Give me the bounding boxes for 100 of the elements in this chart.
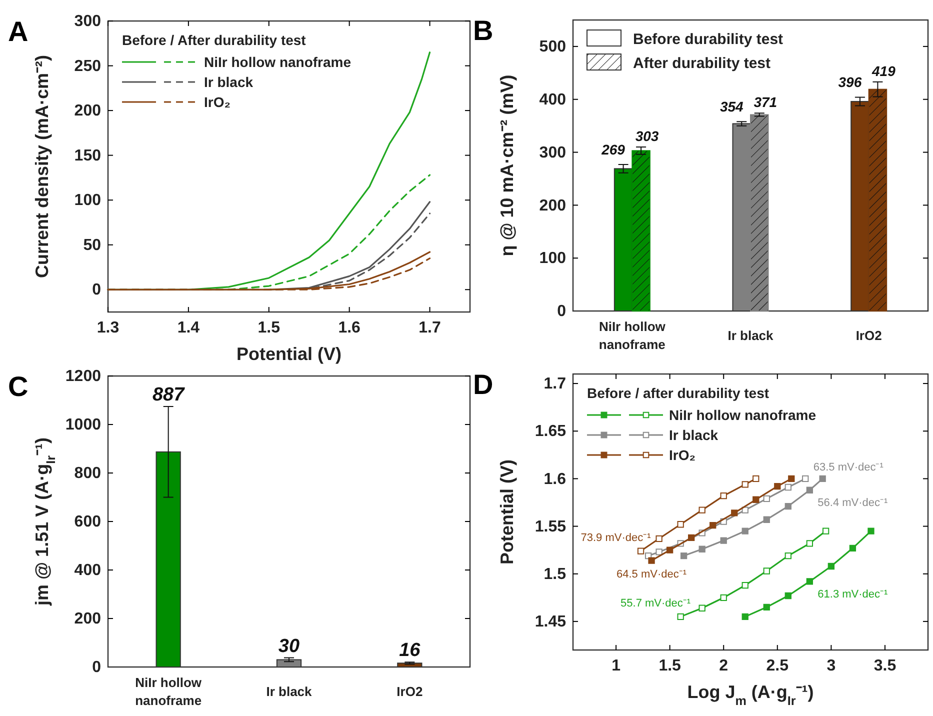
data-label: 303	[635, 128, 659, 144]
y-tick-label: 1.6	[544, 470, 566, 488]
point	[752, 475, 760, 482]
point	[784, 502, 792, 510]
text: After durability test	[633, 55, 771, 72]
point	[784, 552, 792, 560]
point	[656, 535, 662, 542]
y-tick-label: 300	[539, 144, 566, 162]
y-axis-title: Potential (V)	[497, 459, 517, 565]
data-label: 371	[754, 94, 778, 110]
y-tick-label: 150	[74, 147, 102, 164]
y-tick-label: 1.55	[534, 518, 566, 536]
point	[648, 557, 655, 564]
y-tick-label: 0	[92, 659, 102, 676]
point	[742, 613, 748, 620]
y-tick-label: 300	[74, 13, 102, 30]
annotation: 63.5 mV·dec⁻¹	[813, 462, 884, 474]
y-tick-label: 1.45	[534, 614, 566, 631]
data-label: 354	[720, 98, 744, 115]
point	[849, 544, 856, 552]
y-tick-label: 1.7	[544, 376, 566, 393]
point	[688, 534, 695, 542]
point	[742, 481, 748, 488]
point	[656, 548, 662, 556]
y-tick-label: 400	[539, 91, 566, 108]
annotation: 55.7 mV·dec⁻¹	[620, 598, 691, 610]
point	[720, 537, 727, 544]
y-tick-label: 250	[74, 58, 102, 75]
y-tick-label: 100	[74, 192, 102, 210]
point	[677, 521, 684, 528]
point	[698, 546, 706, 552]
legend-label: Ir black	[669, 427, 718, 443]
point	[752, 496, 760, 503]
point	[666, 546, 674, 554]
x-tick-label: Ir black	[266, 684, 313, 699]
y-tick-label: 1.5	[544, 566, 566, 583]
y-tick-label: 1200	[65, 368, 102, 386]
annotation: 56.4 mV·dec⁻¹	[818, 497, 888, 510]
x-axis-title: Potential (V)	[236, 344, 342, 364]
y-tick-label: 500	[539, 38, 566, 56]
point	[784, 592, 792, 600]
chart-title: C	[8, 371, 28, 402]
point	[819, 475, 826, 482]
data-label: 396	[838, 74, 862, 90]
y-tick-label: 0	[92, 282, 102, 299]
point	[806, 540, 813, 547]
legend-title: Before / After durability test	[122, 32, 306, 48]
x-tick-label: Ir black	[728, 328, 774, 343]
y-tick-label: 200	[74, 610, 102, 628]
point	[742, 582, 748, 589]
x-tick-label: 1.4	[177, 319, 200, 336]
x-tick-label: 1	[612, 657, 621, 674]
data-label: 269	[600, 141, 626, 158]
point	[680, 552, 688, 560]
point	[763, 495, 770, 502]
chart-title: D	[473, 369, 494, 400]
point	[802, 475, 809, 482]
point	[806, 486, 813, 494]
point	[720, 594, 727, 601]
y-tick-label: 200	[74, 102, 102, 120]
x-tick-label: 1.7	[418, 319, 441, 336]
point	[637, 548, 644, 554]
point	[763, 516, 770, 523]
x-tick-label: 3.5	[874, 657, 896, 674]
point	[784, 484, 792, 491]
point	[698, 604, 706, 612]
y-tick-label: 600	[74, 514, 102, 531]
point	[774, 482, 781, 490]
x-tick-label: IrO2	[856, 328, 882, 343]
annotation: 73.9 mV·dec⁻¹	[580, 532, 652, 544]
point	[788, 475, 795, 482]
point	[763, 604, 770, 610]
x-tick-label: 1.6	[338, 319, 361, 336]
annotation: 61.3 mV·dec⁻¹	[818, 588, 888, 600]
point	[742, 528, 748, 534]
x-tick-label: 2	[719, 657, 728, 674]
point	[720, 492, 727, 500]
chart-title: B	[473, 15, 494, 46]
legend-label: Ir black	[204, 74, 254, 90]
y-tick-label: 1000	[65, 416, 102, 434]
annotation: 64.5 mV·dec⁻¹	[616, 568, 687, 581]
y-tick-label: 1.65	[534, 423, 566, 440]
y-tick-label: 100	[539, 250, 566, 268]
point	[822, 528, 830, 534]
point	[731, 510, 738, 516]
x-tick-label: 1.3	[96, 319, 120, 336]
point	[677, 613, 684, 620]
legend-label: NiIr hollow nanoframe	[669, 407, 816, 423]
point	[710, 522, 716, 529]
point	[828, 562, 835, 570]
y-tick-label: 400	[74, 562, 102, 580]
legend-label: Before durability test	[633, 31, 784, 48]
chart-title: A	[8, 16, 28, 47]
x-tick-label: IrO2	[396, 684, 423, 699]
data-label: 16	[399, 640, 421, 662]
point	[698, 506, 706, 514]
x-axis-title: Log J$_{m}$ (A·g$_{Ir}$⁻¹)	[687, 682, 814, 708]
x-tick-label: 2.5	[766, 657, 789, 674]
y-axis-title: η @ 10 mA·cm⁻² (mV)	[497, 74, 517, 256]
y-axis-title: Current density (mA·cm⁻²)	[32, 54, 52, 278]
